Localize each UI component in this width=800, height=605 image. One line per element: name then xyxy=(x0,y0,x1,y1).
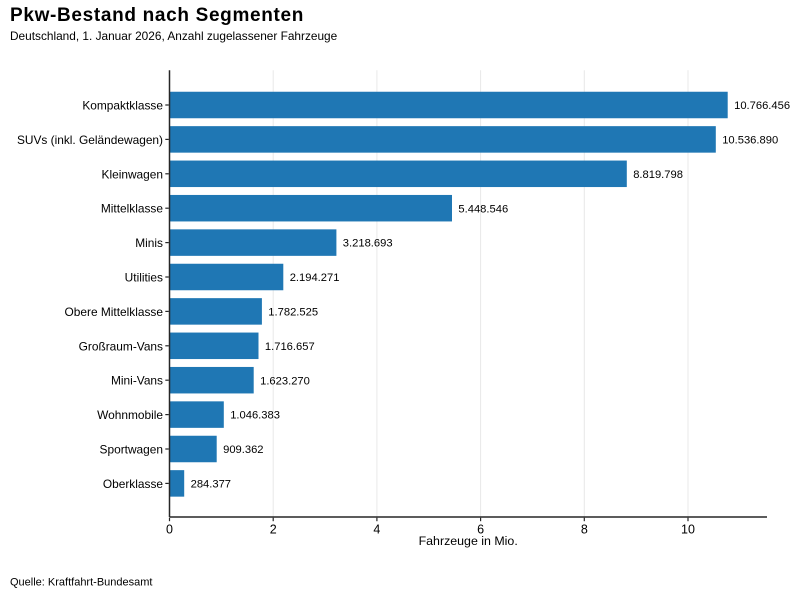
svg-text:Sportwagen: Sportwagen xyxy=(100,443,163,457)
svg-text:Kleinwagen: Kleinwagen xyxy=(102,167,163,181)
svg-text:5.448.546: 5.448.546 xyxy=(458,203,508,215)
svg-text:909.362: 909.362 xyxy=(223,444,263,456)
svg-text:Fahrzeuge in Mio.: Fahrzeuge in Mio. xyxy=(419,534,518,548)
svg-text:Großraum-Vans: Großraum-Vans xyxy=(79,339,163,353)
svg-text:6: 6 xyxy=(477,522,484,536)
svg-text:Kompaktklasse: Kompaktklasse xyxy=(82,99,163,113)
svg-text:2.194.271: 2.194.271 xyxy=(290,272,340,284)
svg-text:10.536.890: 10.536.890 xyxy=(722,135,778,147)
svg-text:10.766.456: 10.766.456 xyxy=(734,100,790,112)
svg-text:Utilities: Utilities xyxy=(125,271,163,285)
svg-text:284.377: 284.377 xyxy=(191,479,231,491)
svg-text:1.623.270: 1.623.270 xyxy=(260,375,310,387)
svg-text:2: 2 xyxy=(270,522,277,536)
svg-text:Mini-Vans: Mini-Vans xyxy=(111,374,163,388)
svg-text:Mittelklasse: Mittelklasse xyxy=(101,202,163,216)
svg-text:10: 10 xyxy=(681,522,695,536)
svg-text:1.046.383: 1.046.383 xyxy=(230,410,280,422)
svg-text:1.716.657: 1.716.657 xyxy=(265,341,315,353)
svg-text:8.819.798: 8.819.798 xyxy=(633,169,683,181)
svg-text:SUVs (inkl. Geländewagen): SUVs (inkl. Geländewagen) xyxy=(17,133,163,147)
svg-text:Pkw-Bestand nach Segmenten: Pkw-Bestand nach Segmenten xyxy=(10,5,304,26)
svg-text:Quelle: Kraftfahrt-Bundesamt: Quelle: Kraftfahrt-Bundesamt xyxy=(10,577,152,589)
svg-text:Wohnmobile: Wohnmobile xyxy=(97,408,163,422)
svg-text:0: 0 xyxy=(166,522,173,536)
svg-text:Obere Mittelklasse: Obere Mittelklasse xyxy=(65,305,164,319)
svg-text:4: 4 xyxy=(373,522,380,536)
svg-text:Minis: Minis xyxy=(135,236,163,250)
svg-text:Deutschland, 1. Januar 2026, A: Deutschland, 1. Januar 2026, Anzahl zuge… xyxy=(10,29,338,43)
svg-text:8: 8 xyxy=(581,522,588,536)
svg-text:Oberklasse: Oberklasse xyxy=(103,477,164,491)
svg-text:3.218.693: 3.218.693 xyxy=(343,238,393,250)
svg-text:1.782.525: 1.782.525 xyxy=(268,307,318,319)
